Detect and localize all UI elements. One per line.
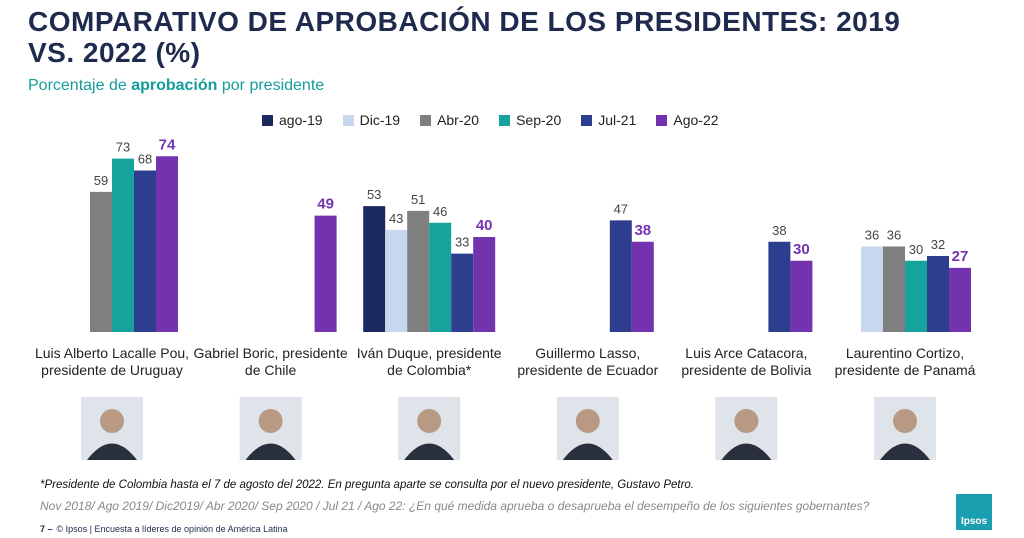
bar — [905, 260, 927, 332]
footnote: *Presidente de Colombia hasta el 7 de ag… — [40, 479, 695, 491]
photo-body — [562, 443, 613, 460]
bar — [90, 191, 112, 332]
legend-item: Jul-21 — [581, 112, 636, 128]
photo-head — [734, 409, 759, 433]
bar — [112, 158, 134, 332]
subtitle-text: Porcentaje de — [28, 77, 132, 94]
bar — [385, 229, 408, 332]
legend-label: Abr-20 — [437, 112, 480, 128]
bar — [768, 241, 791, 332]
bar — [949, 267, 971, 332]
legend-swatch — [581, 114, 593, 126]
data-label: 38 — [772, 223, 786, 238]
data-label: 68 — [138, 152, 152, 167]
legend-swatch — [342, 114, 354, 126]
footer: 7 – © Ipsos | Encuesta a líderes de opini… — [40, 524, 288, 534]
data-label: 27 — [952, 248, 969, 265]
legend-label: ago-19 — [279, 112, 323, 128]
photo-body — [880, 443, 930, 460]
legend-item: Dic-19 — [342, 112, 401, 128]
subtitle: Porcentaje de aprobación por presidente — [28, 77, 324, 95]
data-label: 36 — [865, 228, 879, 243]
data-label: 32 — [931, 237, 945, 252]
bar — [451, 253, 474, 332]
bar — [407, 210, 430, 332]
x-tick-label: Luis Alberto Lacalle Pou, presidente de … — [34, 345, 190, 378]
legend-label: Sep-20 — [516, 112, 562, 128]
subtitle-bold: aprobación — [131, 77, 218, 94]
page-number: 7 – — [40, 524, 53, 534]
photo-body — [404, 443, 455, 460]
photo-body — [721, 443, 772, 460]
question: Nov 2018/ Ago 2019/ Dic2019/ Abr 2020/ S… — [40, 499, 870, 513]
photo-body — [245, 443, 296, 460]
photo-head — [893, 409, 917, 433]
data-label: 46 — [433, 204, 447, 219]
bar — [314, 215, 337, 332]
data-label: 73 — [116, 140, 130, 155]
data-label: 33 — [455, 235, 469, 250]
bar — [927, 256, 949, 332]
data-label: 51 — [411, 192, 425, 207]
subtitle-text: por presidente — [217, 77, 325, 94]
data-label: 36 — [887, 228, 901, 243]
x-tick-label: Gabriel Boric, presidente de Chile — [193, 345, 348, 378]
photo-head — [258, 409, 283, 433]
data-label: 30 — [793, 241, 810, 258]
data-label: 43 — [389, 211, 403, 226]
bar — [363, 206, 386, 332]
photo-body — [87, 443, 137, 460]
data-label: 59 — [94, 173, 108, 188]
bar — [609, 220, 632, 332]
legend-swatch — [656, 114, 668, 126]
logo: Ipsos — [956, 494, 992, 530]
data-label: 47 — [614, 201, 628, 216]
bar — [134, 170, 156, 332]
bar — [429, 222, 452, 332]
legend-item: ago-19 — [262, 112, 323, 128]
legend-swatch — [262, 114, 273, 126]
x-tick-label: Laurentino Cortizo, presidente de Panamá — [834, 345, 976, 378]
data-label: 49 — [317, 196, 334, 213]
photo-head — [575, 409, 600, 433]
legend-swatch — [420, 114, 432, 126]
legend-item: Ago-22 — [656, 112, 719, 128]
data-label: 53 — [367, 187, 381, 202]
data-label: 74 — [159, 136, 176, 153]
legend: ago-19 Dic-19 Abr-20 Sep-20 Jul-21 Ago-22 — [262, 112, 719, 128]
data-label: 30 — [909, 242, 923, 257]
legend-item: Sep-20 — [499, 112, 561, 128]
legend-item: Abr-20 — [420, 112, 479, 128]
legend-swatch — [499, 114, 511, 126]
legend-label: Dic-19 — [359, 112, 401, 128]
bar — [861, 246, 883, 332]
bar — [156, 156, 178, 332]
bar — [473, 237, 496, 332]
data-label: 40 — [476, 217, 493, 234]
bar — [790, 260, 813, 332]
x-tick-label: Iván Duque, presidente de Colombia* — [356, 345, 502, 378]
x-tick-label: Guillermo Lasso, presidente de Ecuador — [517, 345, 659, 378]
data-label: 38 — [634, 222, 651, 239]
x-tick-label: Luis Arce Catacora, presidente de Bolivi… — [681, 345, 812, 378]
legend-label: Jul-21 — [598, 112, 637, 128]
photo-head — [100, 409, 124, 433]
chart-title: COMPARATIVO DE APROBACIÓN DE LOS PRESIDE… — [28, 6, 901, 68]
bar — [631, 241, 654, 332]
photo-head — [417, 409, 442, 433]
source: © Ipsos | Encuesta a líderes de opinión … — [56, 524, 288, 534]
legend-label: Ago-22 — [673, 112, 719, 128]
bar — [883, 246, 905, 332]
